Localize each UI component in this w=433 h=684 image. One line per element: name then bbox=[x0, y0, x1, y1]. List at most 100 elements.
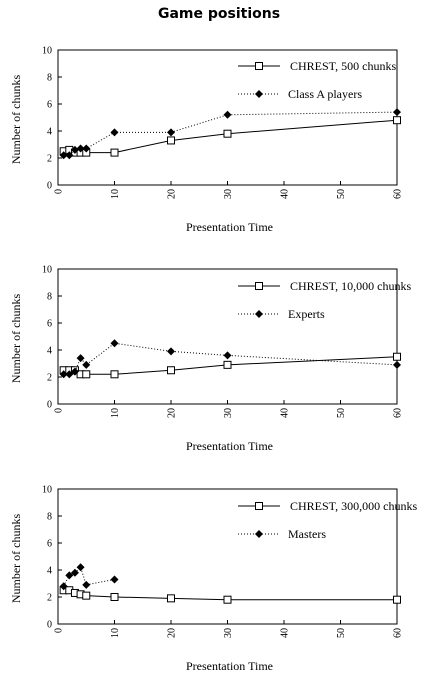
data-point bbox=[82, 370, 91, 379]
y-tick-label: 2 bbox=[47, 373, 52, 384]
data-point bbox=[59, 151, 68, 160]
series-line bbox=[63, 342, 398, 375]
data-point bbox=[82, 360, 91, 369]
data-point bbox=[393, 116, 401, 125]
x-tick-label: 60 bbox=[393, 628, 404, 638]
y-tick-label: 0 bbox=[47, 400, 52, 411]
data-point bbox=[70, 568, 79, 577]
data-point bbox=[393, 595, 401, 604]
data-point bbox=[167, 128, 175, 137]
data-point bbox=[110, 339, 119, 348]
data-point bbox=[65, 571, 74, 580]
series-1 bbox=[59, 586, 401, 604]
x-tick-label: 30 bbox=[223, 408, 234, 418]
x-axis-label: Presentation Time bbox=[186, 439, 273, 453]
data-point bbox=[59, 370, 68, 379]
x-tick-label: 40 bbox=[280, 408, 291, 418]
y-tick-label: 0 bbox=[47, 181, 52, 192]
x-tick-label: 60 bbox=[393, 189, 404, 199]
data-point bbox=[110, 593, 119, 601]
data-point bbox=[223, 360, 232, 369]
x-tick-label: 10 bbox=[110, 408, 121, 418]
data-point bbox=[65, 370, 74, 379]
series-2 bbox=[59, 563, 119, 591]
legend-marker bbox=[255, 310, 263, 318]
x-tick-label: 60 bbox=[393, 408, 404, 418]
chart-panel-1: 0 2 4 6 8 10 0 10 20 30 40 50 60 Presentation Time Num… bbox=[9, 46, 404, 235]
legend-marker bbox=[255, 502, 263, 510]
y-axis-label: Number of chunks bbox=[9, 514, 23, 604]
data-point bbox=[70, 367, 79, 376]
x-tick-label: 0 bbox=[54, 408, 65, 413]
data-point bbox=[223, 595, 232, 604]
y-tick-label: 10 bbox=[42, 265, 52, 276]
y-tick-label: 6 bbox=[47, 539, 52, 550]
y-tick-label: 8 bbox=[47, 512, 52, 523]
series-2 bbox=[59, 108, 401, 160]
x-axis-label: Presentation Time bbox=[186, 220, 273, 234]
y-tick-label: 4 bbox=[47, 127, 52, 138]
x-tick-label: 10 bbox=[110, 628, 121, 638]
data-point bbox=[393, 360, 401, 369]
legend-entry: Masters bbox=[238, 527, 326, 541]
x-tick-label: 40 bbox=[280, 628, 291, 638]
x-tick-label: 0 bbox=[54, 189, 65, 194]
legend-label: Masters bbox=[288, 527, 326, 541]
x-tick-label: 10 bbox=[110, 189, 121, 199]
data-point bbox=[393, 108, 401, 117]
data-point bbox=[59, 582, 68, 591]
y-tick-label: 10 bbox=[42, 46, 52, 57]
figure-title: Game positions bbox=[158, 6, 280, 22]
y-tick-label: 8 bbox=[47, 73, 52, 84]
x-tick-label: 20 bbox=[167, 408, 178, 418]
y-tick-label: 8 bbox=[47, 292, 52, 303]
legend-entry: Experts bbox=[238, 307, 325, 321]
y-tick-label: 10 bbox=[42, 485, 52, 496]
data-point bbox=[110, 148, 119, 157]
legend-label: Experts bbox=[288, 307, 325, 321]
data-point bbox=[82, 144, 91, 153]
data-point bbox=[223, 129, 232, 138]
series-2 bbox=[59, 339, 401, 379]
legend-marker bbox=[255, 530, 263, 538]
legend-label: Class A players bbox=[288, 87, 362, 101]
data-point bbox=[76, 354, 85, 363]
data-point bbox=[110, 370, 119, 379]
data-point bbox=[110, 128, 119, 137]
y-tick-label: 6 bbox=[47, 319, 52, 330]
y-tick-label: 0 bbox=[47, 620, 52, 631]
data-point bbox=[76, 144, 85, 153]
chart-panel-2: 0 2 4 6 8 10 0 10 20 30 40 50 60 Presentation Time Num… bbox=[9, 265, 411, 454]
x-tick-label: 50 bbox=[336, 189, 347, 199]
data-point bbox=[65, 151, 74, 160]
legend-label: CHREST, 500 chunks bbox=[290, 59, 396, 73]
x-axis-label: Presentation Time bbox=[186, 659, 273, 673]
x-tick-label: 20 bbox=[167, 628, 178, 638]
legend-entry: Class A players bbox=[238, 87, 362, 101]
data-point bbox=[167, 366, 175, 375]
x-tick-label: 0 bbox=[54, 628, 65, 633]
x-tick-label: 20 bbox=[167, 189, 178, 199]
data-point bbox=[167, 136, 175, 145]
x-tick-label: 30 bbox=[223, 189, 234, 199]
y-tick-label: 4 bbox=[47, 346, 52, 357]
x-tick-label: 30 bbox=[223, 628, 234, 638]
legend-entry: CHREST, 10,000 chunks bbox=[238, 279, 411, 293]
data-point bbox=[223, 351, 232, 360]
legend-marker bbox=[255, 62, 263, 70]
y-tick-label: 2 bbox=[47, 593, 52, 604]
x-tick-label: 40 bbox=[280, 189, 291, 199]
legend-label: CHREST, 10,000 chunks bbox=[290, 279, 411, 293]
legend-marker bbox=[255, 282, 263, 290]
chart-panel-3: 0 2 4 6 8 10 0 10 20 30 40 50 60 Presentation Time Num… bbox=[9, 485, 417, 674]
data-point bbox=[393, 352, 401, 361]
data-point bbox=[82, 591, 91, 600]
legend-label: CHREST, 300,000 chunks bbox=[290, 499, 417, 513]
legend-marker bbox=[255, 90, 263, 98]
y-tick-label: 6 bbox=[47, 100, 52, 111]
y-axis-label: Number of chunks bbox=[9, 294, 23, 384]
y-axis-label: Number of chunks bbox=[9, 75, 23, 165]
data-point bbox=[167, 347, 175, 356]
